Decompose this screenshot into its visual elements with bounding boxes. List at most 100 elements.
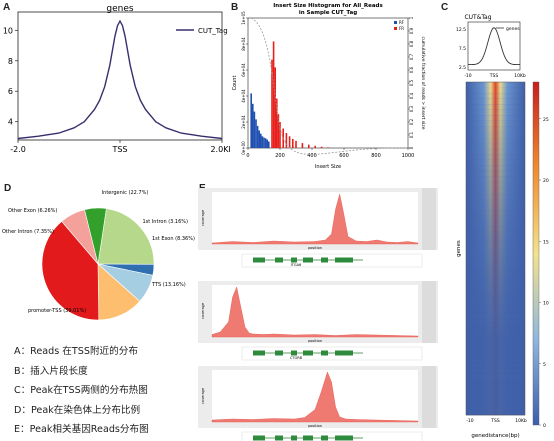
y-axis-label-c: genes xyxy=(456,240,462,257)
y2-tick-label-b-1: 0.1 xyxy=(409,131,414,138)
bar-fr-15 xyxy=(327,147,329,148)
exon-1-2 xyxy=(291,350,297,356)
colorbar-tick-label-2: 10 xyxy=(543,301,549,307)
y-tick-label-b-4: 8e+04 xyxy=(241,37,246,51)
panel-label-c: C xyxy=(441,2,449,13)
colorbar-tick-label-5: 25 xyxy=(543,117,549,123)
profile-line-c xyxy=(468,27,520,66)
chart-e: coverage position ITGA6 coverage position CTG… xyxy=(198,188,438,441)
y-tick-label-b-0: 0e+00 xyxy=(241,141,246,155)
pie-slice-6 xyxy=(84,207,107,265)
cumulative-fraction-line xyxy=(251,17,409,155)
exon-2-4 xyxy=(321,435,328,441)
exon-0-2 xyxy=(291,257,297,263)
heatmap-row-47 xyxy=(466,342,525,349)
bar-fr-10 xyxy=(295,140,297,148)
coverage-area-2 xyxy=(211,371,419,423)
pie-label-6: Other Exon (6.26%) xyxy=(8,208,57,214)
heatmap-row-5 xyxy=(466,109,525,116)
heatmap-row-9 xyxy=(466,131,525,138)
chart-c: CUT&Tag 2.5 7.5 12.5 genes -10 TSS 10Kb genes -10… xyxy=(456,14,549,439)
profile-y-tick-1: 7.5 xyxy=(459,46,466,52)
x-tick-label-b-1: 200 xyxy=(275,153,285,159)
heatmap-row-12 xyxy=(466,148,525,155)
y-tick-label-a-2: 8 xyxy=(8,57,13,66)
heatmap-row-33 xyxy=(466,265,525,271)
heatmap-row-44 xyxy=(466,326,525,333)
heatmap-row-43 xyxy=(466,320,525,327)
heatmap-row-29 xyxy=(466,242,525,249)
exon-2-2 xyxy=(291,435,297,441)
x-tick-label-b-2: 400 xyxy=(307,153,317,159)
heatmap-row-35 xyxy=(466,276,525,283)
y2-tick-label-b-5: 0.5 xyxy=(409,79,414,86)
exon-2-1 xyxy=(275,435,283,441)
y-tick-label-a-1: 6 xyxy=(8,87,13,96)
heatmap-row-11 xyxy=(466,143,525,149)
y2-axis-label-b: cumulative fraction of reads > insert si… xyxy=(420,36,426,129)
heatmap-x-tick-0: -10 xyxy=(466,418,473,424)
bar-fr-12 xyxy=(308,144,310,148)
caption-b: B：插入片段长度 xyxy=(14,365,88,377)
colorbar xyxy=(532,81,540,426)
heatmap-row-0 xyxy=(466,82,525,88)
bar-rf-3 xyxy=(255,119,257,148)
exon-1-3 xyxy=(303,350,313,356)
chart-title-c: CUT&Tag xyxy=(464,14,491,21)
bar-fr-7 xyxy=(285,133,288,148)
colorbar-tick-label-4: 20 xyxy=(543,178,549,184)
bar-rf-8 xyxy=(263,137,265,148)
heatmap-row-3 xyxy=(466,98,525,105)
legend-swatch-b-1 xyxy=(394,27,397,30)
panel-label-d: D xyxy=(4,183,12,194)
y2-tick-label-b-8: 0.8 xyxy=(409,40,414,47)
panel-label-a: A xyxy=(3,2,11,13)
y2-tick-label-b-0: 0 xyxy=(409,146,414,149)
profile-x-tick-2: 10Kb xyxy=(514,73,526,79)
y-tick-label-b-5: 1e+05 xyxy=(241,11,246,25)
pie-label-3: TTS (13.16%) xyxy=(151,282,186,288)
heatmap-row-42 xyxy=(466,315,525,321)
bar-rf-11 xyxy=(268,141,270,148)
heatmap-row-4 xyxy=(466,104,525,111)
heatmap-row-50 xyxy=(466,359,525,366)
chart-title-b: Insert Size Histogram for All_Reads xyxy=(273,3,383,9)
bar-fr-5 xyxy=(279,122,281,148)
x-tick-label-a-2: 2.0Kb xyxy=(210,145,230,154)
x-tick-label-b-0: 0 xyxy=(246,153,249,159)
heatmap-row-59 xyxy=(466,409,525,416)
heatmap-row-52 xyxy=(466,370,525,377)
heatmap-row-7 xyxy=(466,120,525,127)
y-tick-label-b-1: 2e+04 xyxy=(241,115,246,129)
y2-tick-label-b-4: 0.4 xyxy=(409,92,414,99)
y2-tick-label-b-2: 0.2 xyxy=(409,118,414,125)
y-tick-label-a-3: 10 xyxy=(3,26,13,35)
y-tick-label-b-3: 6e+04 xyxy=(241,63,246,77)
chart-title-a: genes xyxy=(106,4,133,14)
bar-fr-8 xyxy=(288,136,291,148)
heatmap-row-25 xyxy=(466,220,525,227)
exon-0-4 xyxy=(321,257,328,263)
heatmap-row-51 xyxy=(466,365,525,371)
plot-frame-a xyxy=(17,11,223,141)
caption-a: A：Reads 在TSS附近的分布 xyxy=(14,346,138,357)
bar-rf-5 xyxy=(258,130,260,148)
pie-label-5: Other Intron (7.35%) xyxy=(2,229,54,235)
heatmap-frame xyxy=(465,81,526,416)
heatmap-row-41 xyxy=(466,309,525,316)
caption-d: D：Peak在染色体上分布比例 xyxy=(14,404,141,416)
heatmap-row-48 xyxy=(466,348,525,355)
bar-rf-7 xyxy=(261,136,264,148)
x-tick-label-a-0: -2.0 xyxy=(10,145,26,154)
bar-rf-1 xyxy=(252,103,254,148)
bar-rf-10 xyxy=(266,139,268,148)
heatmap-row-46 xyxy=(466,337,525,344)
chart-d: Intergenic (22.7%) 1st Intron (3.16%) 1st … xyxy=(2,190,195,321)
track-plot-0 xyxy=(212,192,418,244)
heatmap-row-28 xyxy=(466,237,525,244)
legend-swatch-b-0 xyxy=(394,21,397,24)
series-line-cut-tag xyxy=(17,19,223,140)
track-strip-1 xyxy=(422,281,436,343)
heatmap-row-22 xyxy=(466,204,525,210)
